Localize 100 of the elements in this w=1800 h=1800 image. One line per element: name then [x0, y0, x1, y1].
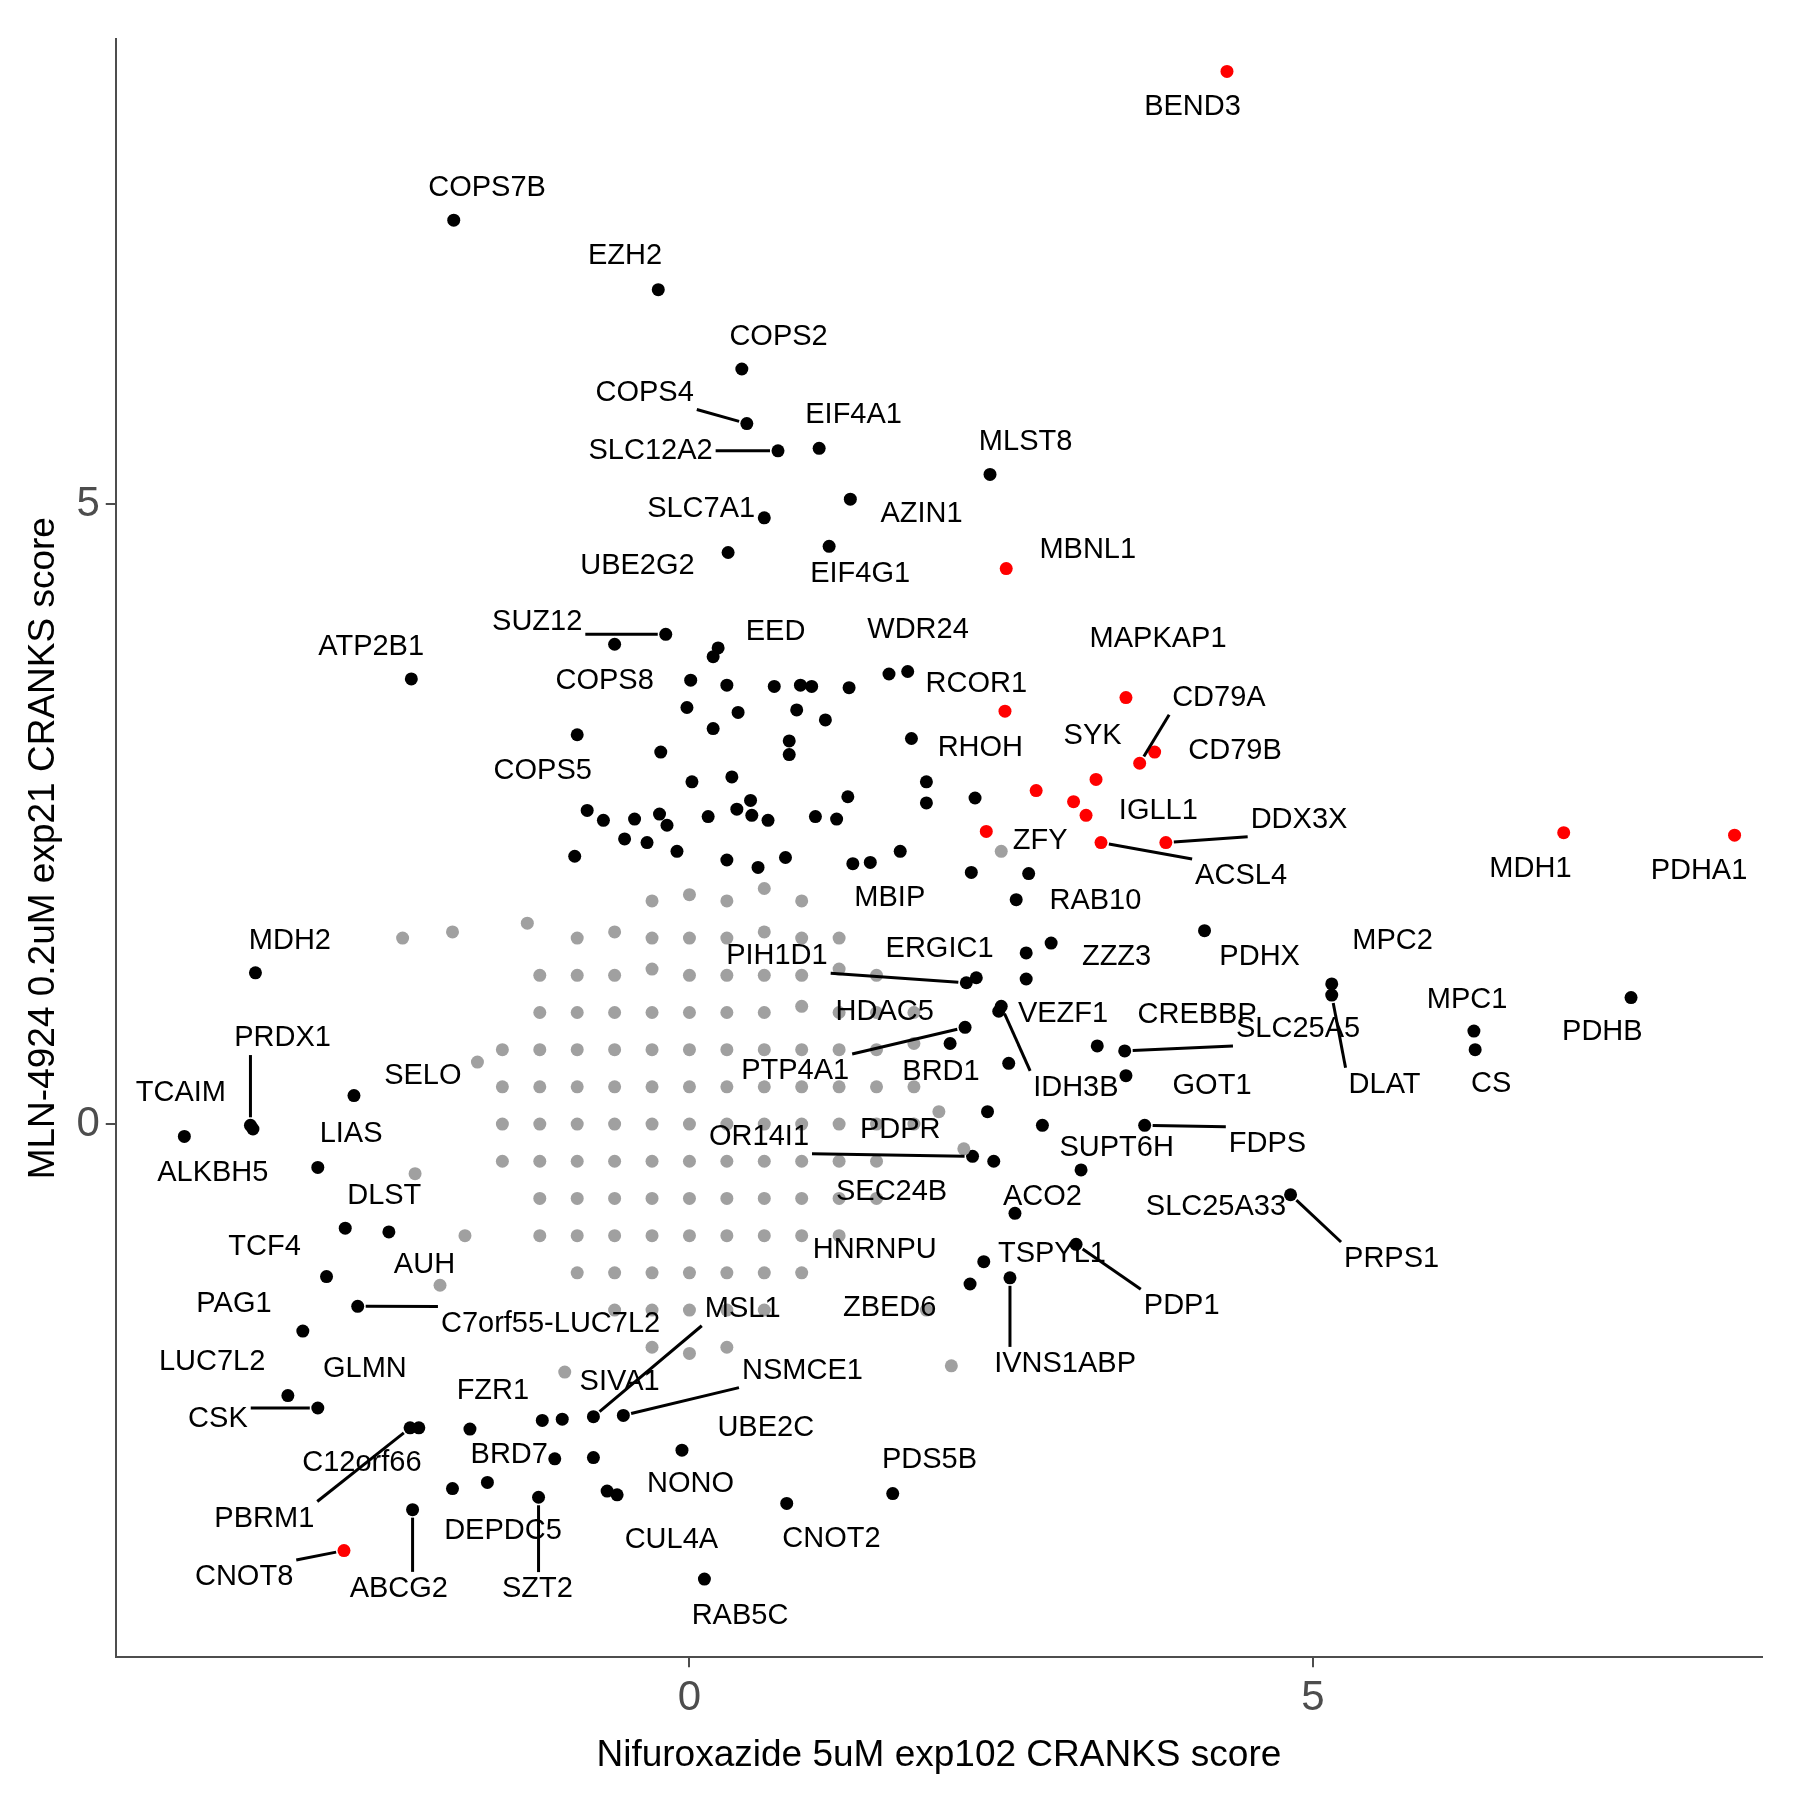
annotation: PDHX [1219, 939, 1300, 972]
annotation: RCOR1 [925, 665, 1028, 698]
annotation: SLC7A1 [647, 490, 756, 523]
annotation: PRPS1 [1344, 1241, 1440, 1274]
annotation: COPS2 [729, 318, 828, 351]
annotation: LIAS [319, 1116, 383, 1149]
annotation: CD79A [1172, 679, 1267, 712]
annotation: CNOT2 [782, 1521, 881, 1554]
annotation: RAB10 [1049, 882, 1142, 915]
annotation: CD79B [1188, 732, 1282, 765]
annotation: BRD1 [902, 1054, 980, 1087]
annotation: NONO [647, 1466, 735, 1499]
annotation: DLST [347, 1178, 422, 1211]
annotation: MAPKAP1 [1089, 621, 1227, 654]
annotation: SZT2 [501, 1571, 573, 1604]
annotation: BRD7 [470, 1436, 548, 1469]
annotation: ACO2 [1003, 1179, 1082, 1212]
annotation: SEC24B [835, 1174, 948, 1207]
annotation: PDS5B [881, 1442, 978, 1475]
annotation: IVNS1ABP [994, 1345, 1136, 1378]
point [979, 824, 993, 838]
annotation: CSK [188, 1401, 249, 1434]
annotation: ZZZ3 [1081, 938, 1152, 971]
annotation: SYK [1063, 717, 1123, 750]
y-axis-title: MLN-4924 0.2uM exp21 CRANKS score [21, 517, 63, 1180]
annotation: SLC25A33 [1145, 1189, 1287, 1222]
x-axis-title: Nifuroxazide 5uM exp102 CRANKS score [596, 1733, 1282, 1774]
annotation: DDX3X [1250, 801, 1348, 834]
annotation: CUL4A [624, 1522, 719, 1555]
annotation: WDR24 [867, 612, 969, 645]
annotation: MSL1 [704, 1290, 781, 1323]
annotation: MPC2 [1352, 923, 1433, 956]
annotation: PDPR [859, 1112, 941, 1145]
point [1220, 64, 1234, 78]
point [1089, 772, 1103, 786]
annotation: PRDX1 [234, 1020, 331, 1053]
annotation: TCAIM [135, 1074, 227, 1107]
point [1079, 808, 1093, 822]
annotation: GOT1 [1172, 1068, 1252, 1101]
point [337, 1544, 351, 1558]
annotation: NSMCE1 [742, 1352, 863, 1385]
annotation: SLC12A2 [588, 432, 713, 465]
annotation: C7orf55-LUC7L2 [440, 1305, 661, 1338]
annotation: ABCG2 [349, 1570, 448, 1603]
annotation: UBE2G2 [580, 548, 695, 581]
point [998, 704, 1012, 718]
annotation: UBE2C [717, 1410, 815, 1443]
annotation: PDHB [1562, 1014, 1643, 1047]
annotation: CNOT8 [194, 1558, 294, 1591]
annotation: COPS4 [595, 374, 694, 407]
annotation: ERGIC1 [885, 931, 994, 964]
annotation: MPC1 [1426, 982, 1508, 1015]
point [1094, 836, 1108, 850]
annotation: EIF4A1 [805, 397, 902, 430]
annotation: ZFY [1012, 822, 1068, 855]
annotation: PDP1 [1143, 1288, 1220, 1321]
point [1133, 756, 1147, 770]
annotation: FDPS [1228, 1125, 1307, 1158]
annotation: COPS5 [493, 753, 592, 786]
annotation: ACSL4 [1195, 857, 1288, 890]
annotation: MLST8 [978, 424, 1073, 457]
annotation: MDH2 [248, 922, 331, 955]
annotation: SUZ12 [492, 603, 583, 636]
annotation: AUH [393, 1247, 456, 1280]
annotation: PDHA1 [1650, 852, 1748, 885]
annotation: VEZF1 [1017, 995, 1109, 1028]
annotation: DLAT [1348, 1066, 1421, 1099]
point [1148, 745, 1162, 759]
annotation: COPS7B [428, 170, 546, 203]
annotation: SELO [384, 1058, 462, 1091]
annotation: HNRNPU [812, 1232, 937, 1265]
annotation: AZIN1 [880, 496, 963, 529]
annotation: PBRM1 [214, 1500, 315, 1533]
annotation: OR14I1 [709, 1118, 810, 1151]
annotation: SUPT6H [1059, 1130, 1174, 1163]
annotation: EED [745, 613, 806, 646]
annotation: COPS8 [555, 663, 654, 696]
annotation: HDAC5 [835, 994, 934, 1027]
annotation: EIF4G1 [810, 555, 911, 588]
point [1029, 784, 1043, 798]
annotation: GLMN [322, 1351, 407, 1384]
annotation: PAG1 [196, 1285, 272, 1318]
point [1067, 795, 1081, 809]
point [1159, 836, 1173, 850]
annotation: IGLL1 [1118, 792, 1198, 825]
annotation: PIH1D1 [726, 938, 828, 971]
point [1557, 826, 1571, 840]
annotation: PTP4A1 [741, 1052, 850, 1085]
annotation: MDH1 [1489, 851, 1572, 884]
annotation: MBIP [854, 879, 926, 912]
annotation: ALKBH5 [157, 1154, 269, 1187]
annotation: ATP2B1 [318, 628, 425, 661]
annotation: IDH3B [1033, 1069, 1119, 1102]
annotation: RAB5C [691, 1597, 789, 1630]
point [1119, 691, 1133, 705]
annotation: EZH2 [587, 238, 663, 271]
annotation: CS [1471, 1066, 1512, 1099]
annotation: LUC7L2 [158, 1344, 266, 1377]
point [1728, 828, 1742, 842]
annotation: TCF4 [228, 1228, 301, 1261]
